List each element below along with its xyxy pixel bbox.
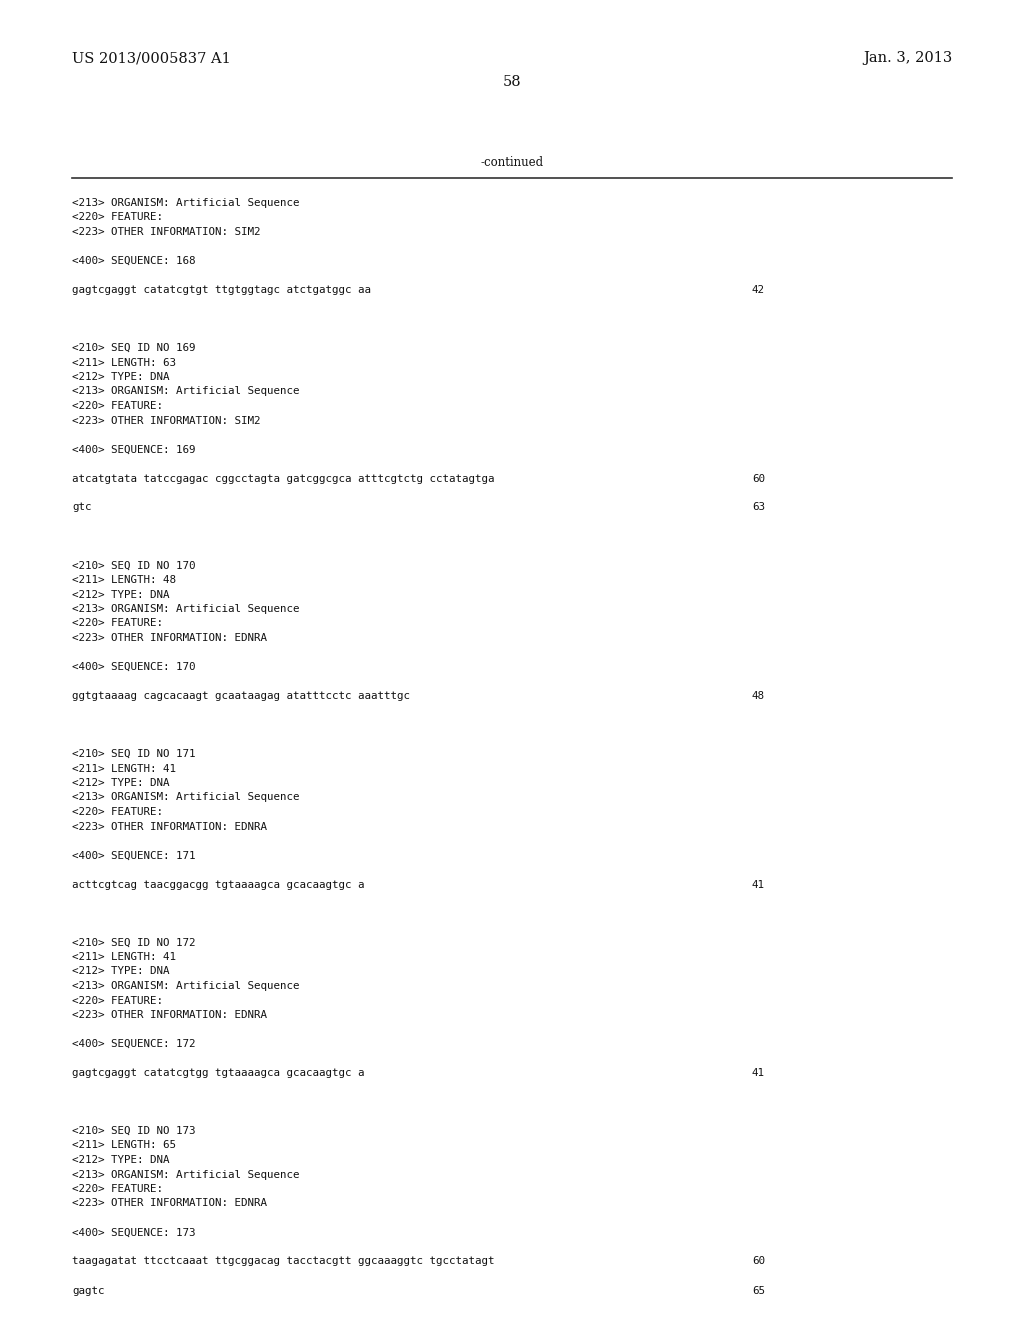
- Text: -continued: -continued: [480, 157, 544, 169]
- Text: <220> FEATURE:: <220> FEATURE:: [72, 213, 163, 223]
- Text: <211> LENGTH: 41: <211> LENGTH: 41: [72, 763, 176, 774]
- Text: gagtcgaggt catatcgtgg tgtaaaagca gcacaagtgc a: gagtcgaggt catatcgtgg tgtaaaagca gcacaag…: [72, 1068, 365, 1078]
- Text: gtc: gtc: [72, 503, 91, 512]
- Text: <210> SEQ ID NO 172: <210> SEQ ID NO 172: [72, 937, 196, 948]
- Text: <212> TYPE: DNA: <212> TYPE: DNA: [72, 966, 170, 977]
- Text: <211> LENGTH: 65: <211> LENGTH: 65: [72, 1140, 176, 1151]
- Text: <400> SEQUENCE: 170: <400> SEQUENCE: 170: [72, 663, 196, 672]
- Text: <210> SEQ ID NO 173: <210> SEQ ID NO 173: [72, 1126, 196, 1137]
- Text: Jan. 3, 2013: Jan. 3, 2013: [863, 51, 952, 65]
- Text: <223> OTHER INFORMATION: EDNRA: <223> OTHER INFORMATION: EDNRA: [72, 821, 267, 832]
- Text: 60: 60: [752, 1257, 765, 1266]
- Text: 42: 42: [752, 285, 765, 294]
- Text: 58: 58: [503, 75, 521, 88]
- Text: <213> ORGANISM: Artificial Sequence: <213> ORGANISM: Artificial Sequence: [72, 198, 299, 209]
- Text: <223> OTHER INFORMATION: EDNRA: <223> OTHER INFORMATION: EDNRA: [72, 1199, 267, 1209]
- Text: 41: 41: [752, 879, 765, 890]
- Text: <400> SEQUENCE: 173: <400> SEQUENCE: 173: [72, 1228, 196, 1238]
- Text: 60: 60: [752, 474, 765, 483]
- Text: <223> OTHER INFORMATION: EDNRA: <223> OTHER INFORMATION: EDNRA: [72, 1010, 267, 1020]
- Text: <213> ORGANISM: Artificial Sequence: <213> ORGANISM: Artificial Sequence: [72, 1170, 299, 1180]
- Text: 41: 41: [752, 1068, 765, 1078]
- Text: <210> SEQ ID NO 169: <210> SEQ ID NO 169: [72, 343, 196, 352]
- Text: atcatgtata tatccgagac cggcctagta gatcggcgca atttcgtctg cctatagtga: atcatgtata tatccgagac cggcctagta gatcggc…: [72, 474, 495, 483]
- Text: <210> SEQ ID NO 170: <210> SEQ ID NO 170: [72, 561, 196, 570]
- Text: US 2013/0005837 A1: US 2013/0005837 A1: [72, 51, 230, 65]
- Text: 65: 65: [752, 1286, 765, 1295]
- Text: <211> LENGTH: 63: <211> LENGTH: 63: [72, 358, 176, 367]
- Text: <220> FEATURE:: <220> FEATURE:: [72, 401, 163, 411]
- Text: acttcgtcag taacggacgg tgtaaaagca gcacaagtgc a: acttcgtcag taacggacgg tgtaaaagca gcacaag…: [72, 879, 365, 890]
- Text: ggtgtaaaag cagcacaagt gcaataagag atatttcctc aaatttgc: ggtgtaaaag cagcacaagt gcaataagag atatttc…: [72, 690, 410, 701]
- Text: <212> TYPE: DNA: <212> TYPE: DNA: [72, 1155, 170, 1166]
- Text: 63: 63: [752, 503, 765, 512]
- Text: <211> LENGTH: 41: <211> LENGTH: 41: [72, 952, 176, 962]
- Text: <220> FEATURE:: <220> FEATURE:: [72, 619, 163, 628]
- Text: <213> ORGANISM: Artificial Sequence: <213> ORGANISM: Artificial Sequence: [72, 792, 299, 803]
- Text: <211> LENGTH: 48: <211> LENGTH: 48: [72, 576, 176, 585]
- Text: 48: 48: [752, 690, 765, 701]
- Text: <212> TYPE: DNA: <212> TYPE: DNA: [72, 777, 170, 788]
- Text: <220> FEATURE:: <220> FEATURE:: [72, 807, 163, 817]
- Text: <223> OTHER INFORMATION: EDNRA: <223> OTHER INFORMATION: EDNRA: [72, 634, 267, 643]
- Text: <220> FEATURE:: <220> FEATURE:: [72, 995, 163, 1006]
- Text: gagtc: gagtc: [72, 1286, 104, 1295]
- Text: <400> SEQUENCE: 171: <400> SEQUENCE: 171: [72, 850, 196, 861]
- Text: <223> OTHER INFORMATION: SIM2: <223> OTHER INFORMATION: SIM2: [72, 227, 260, 238]
- Text: <400> SEQUENCE: 168: <400> SEQUENCE: 168: [72, 256, 196, 267]
- Text: <213> ORGANISM: Artificial Sequence: <213> ORGANISM: Artificial Sequence: [72, 605, 299, 614]
- Text: <400> SEQUENCE: 172: <400> SEQUENCE: 172: [72, 1039, 196, 1049]
- Text: <213> ORGANISM: Artificial Sequence: <213> ORGANISM: Artificial Sequence: [72, 387, 299, 396]
- Text: <212> TYPE: DNA: <212> TYPE: DNA: [72, 372, 170, 381]
- Text: <210> SEQ ID NO 171: <210> SEQ ID NO 171: [72, 748, 196, 759]
- Text: <212> TYPE: DNA: <212> TYPE: DNA: [72, 590, 170, 599]
- Text: <220> FEATURE:: <220> FEATURE:: [72, 1184, 163, 1195]
- Text: taagagatat ttcctcaaat ttgcggacag tacctacgtt ggcaaaggtc tgcctatagt: taagagatat ttcctcaaat ttgcggacag tacctac…: [72, 1257, 495, 1266]
- Text: <223> OTHER INFORMATION: SIM2: <223> OTHER INFORMATION: SIM2: [72, 416, 260, 425]
- Text: <400> SEQUENCE: 169: <400> SEQUENCE: 169: [72, 445, 196, 454]
- Text: <213> ORGANISM: Artificial Sequence: <213> ORGANISM: Artificial Sequence: [72, 981, 299, 991]
- Text: gagtcgaggt catatcgtgt ttgtggtagc atctgatggc aa: gagtcgaggt catatcgtgt ttgtggtagc atctgat…: [72, 285, 371, 294]
